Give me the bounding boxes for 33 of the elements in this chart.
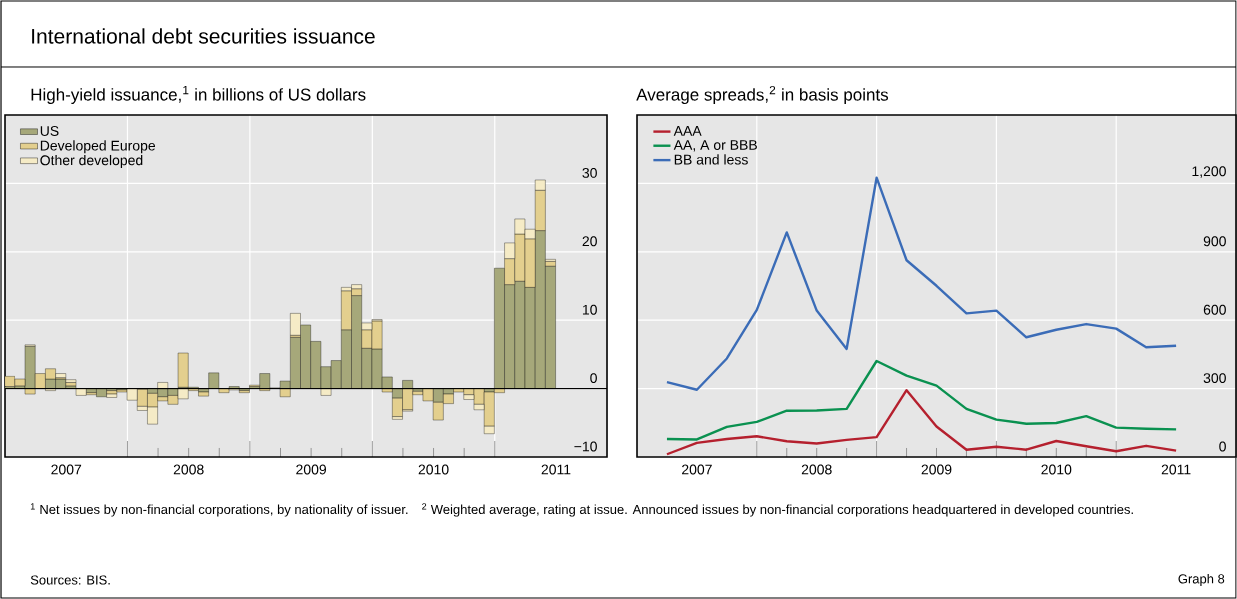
- x-tick-label: 2009: [296, 464, 327, 475]
- source-note: Sources: BIS.: [30, 575, 110, 585]
- legend-label: BB and less: [674, 154, 748, 165]
- y-tick-label: 1,200: [1192, 166, 1226, 178]
- y-tick-label: 0: [590, 373, 597, 384]
- x-tick-label: 2008: [173, 464, 204, 475]
- legend-label: US: [40, 126, 59, 136]
- legend-label: AA, A or BBB: [673, 140, 757, 152]
- text: $^{2}$ Weighted average, rating at issue. Announced issues by non-financial corporations headquartered in developed countries.: [422, 503, 1133, 517]
- y-tick-label: 600: [1203, 304, 1226, 315]
- legend-label: AAA: [673, 126, 702, 136]
- y-tick-label: −10: [574, 441, 597, 452]
- chart-subtitle: High-yield issuance,$^{1}$ in billions of US dollars: [31, 86, 366, 104]
- chart-title: International debt securities issuance: [32, 28, 375, 44]
- x-tick-label: 2010: [418, 464, 449, 475]
- x-tick-label: 2008: [801, 464, 832, 475]
- x-tick-label: 2011: [541, 464, 571, 475]
- x-tick-label: 2009: [921, 464, 952, 475]
- y-tick-label: 10: [582, 304, 597, 315]
- y-tick-label: 0: [1219, 441, 1226, 452]
- chart-subtitle: Average spreads,$^{2}$ in basis points: [636, 85, 889, 105]
- y-tick-label: 300: [1203, 373, 1226, 384]
- legend-label: Developed Europe: [40, 140, 156, 154]
- x-tick-label: 2010: [1041, 464, 1072, 475]
- y-tick-label: 30: [582, 167, 597, 178]
- legend-label: Other developed: [40, 154, 143, 168]
- x-tick-label: 2011: [1161, 464, 1191, 475]
- x-tick-label: 2007: [51, 464, 82, 475]
- caption: Graph 8: [1178, 573, 1225, 587]
- y-tick-label: 900: [1203, 236, 1226, 247]
- text: $^{1}$ Net issues by non-financial corporations, by nationality of issuer.: [30, 503, 408, 517]
- x-tick-label: 2007: [682, 464, 712, 475]
- y-tick-label: 20: [582, 236, 597, 247]
